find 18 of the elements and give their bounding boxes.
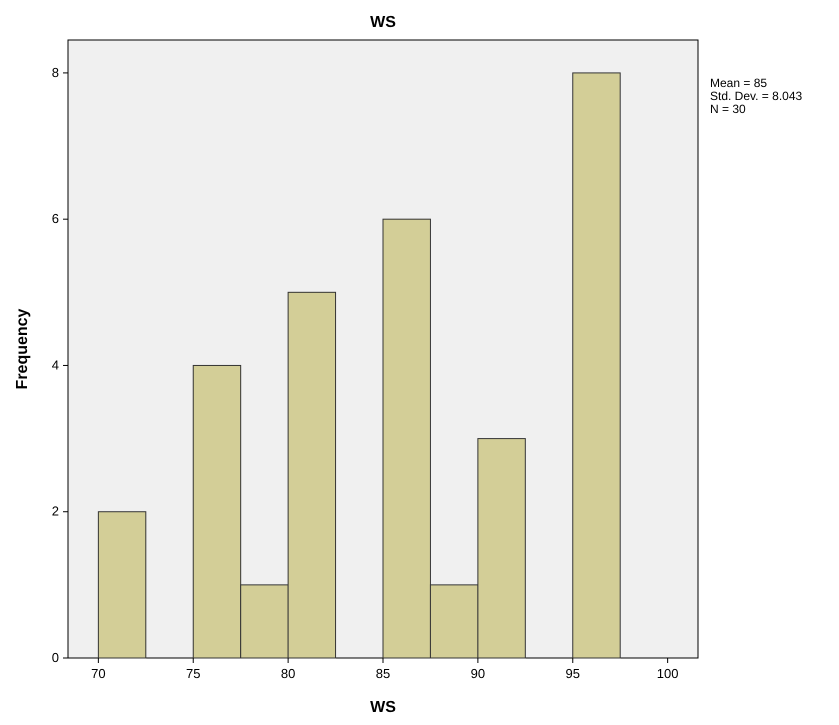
text: Mean = 85 — [710, 76, 768, 90]
x-axis-title: WS — [370, 699, 396, 716]
y-tick-label: 2 — [52, 504, 59, 519]
y-tick-label: 4 — [52, 357, 59, 372]
text: N = 30 — [710, 102, 746, 116]
y-tick-label: 0 — [52, 650, 59, 665]
x-tick-label: 70 — [91, 666, 106, 681]
x-tick-label: 95 — [566, 666, 580, 681]
x-tick-label: 75 — [186, 666, 200, 681]
chart-title: WS — [370, 14, 396, 31]
y-axis-title: Frequency — [14, 308, 31, 390]
y-tick-label: 6 — [52, 211, 59, 226]
x-tick-label: 80 — [280, 666, 296, 681]
x-tick-label: 85 — [376, 666, 390, 681]
x-tick-label: 90 — [470, 666, 486, 681]
x-tick-label: 100 — [656, 666, 678, 681]
y-tick-label: 8 — [52, 64, 59, 80]
text: Std. Dev. = 8.043 — [710, 89, 802, 103]
